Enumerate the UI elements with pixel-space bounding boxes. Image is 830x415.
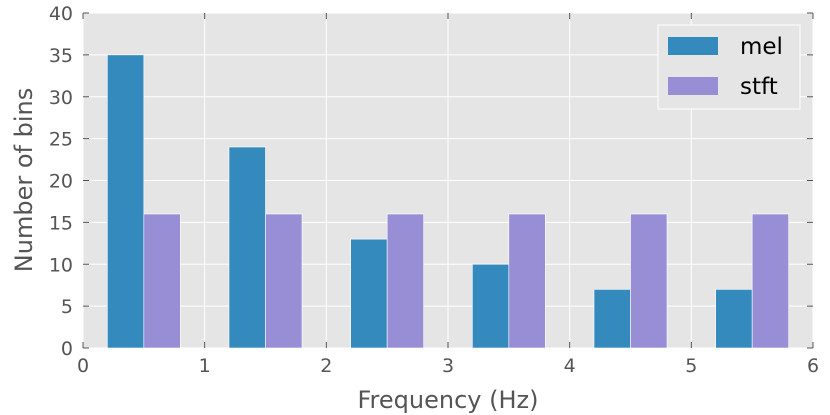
bar-stft: [143, 213, 181, 349]
y-tick-label: 15: [49, 212, 73, 234]
bar-mel: [715, 289, 753, 349]
y-tick-label: 35: [49, 45, 73, 67]
x-tick-label: 1: [199, 355, 211, 377]
ticks: [82, 12, 814, 349]
bar-stft: [508, 213, 546, 349]
bar-mel: [350, 238, 388, 349]
y-axis-label: Number of bins: [10, 88, 38, 272]
bar-mel: [107, 54, 145, 349]
bar-mel: [593, 289, 631, 349]
legend-label-mel: mel: [740, 34, 783, 60]
x-tick-label: 2: [320, 355, 332, 377]
x-tick-label: 5: [685, 355, 697, 377]
y-tick-label: 10: [49, 254, 73, 276]
y-tick-label: 25: [49, 129, 73, 151]
x-tick-label: 3: [442, 355, 454, 377]
bar-mel: [472, 263, 510, 349]
bar-stft: [751, 213, 789, 349]
legend-swatch-stft: [668, 77, 718, 95]
bar-mel: [228, 146, 266, 349]
legend-label-stft: stft: [740, 74, 778, 100]
bars: [107, 54, 789, 349]
x-axis-label: Frequency (Hz): [358, 386, 539, 414]
y-tick-label: 5: [61, 296, 73, 318]
bar-stft: [386, 213, 424, 349]
y-tick-label: 40: [49, 3, 73, 25]
x-tick-label: 6: [807, 355, 819, 377]
y-tick-label: 30: [49, 87, 73, 109]
y-tick-label: 0: [61, 338, 73, 360]
bar-stft: [265, 213, 303, 349]
x-tick-label: 4: [564, 355, 576, 377]
legend: mel stft: [657, 24, 801, 110]
y-tick-label: 20: [49, 171, 73, 193]
tick-labels: 0 1 2 3 4 5 6 0 5 10 15 20 25 30 35 40: [49, 3, 819, 377]
legend-swatch-mel: [668, 37, 718, 55]
bar-stft: [630, 213, 668, 349]
x-tick-label: 0: [77, 355, 89, 377]
